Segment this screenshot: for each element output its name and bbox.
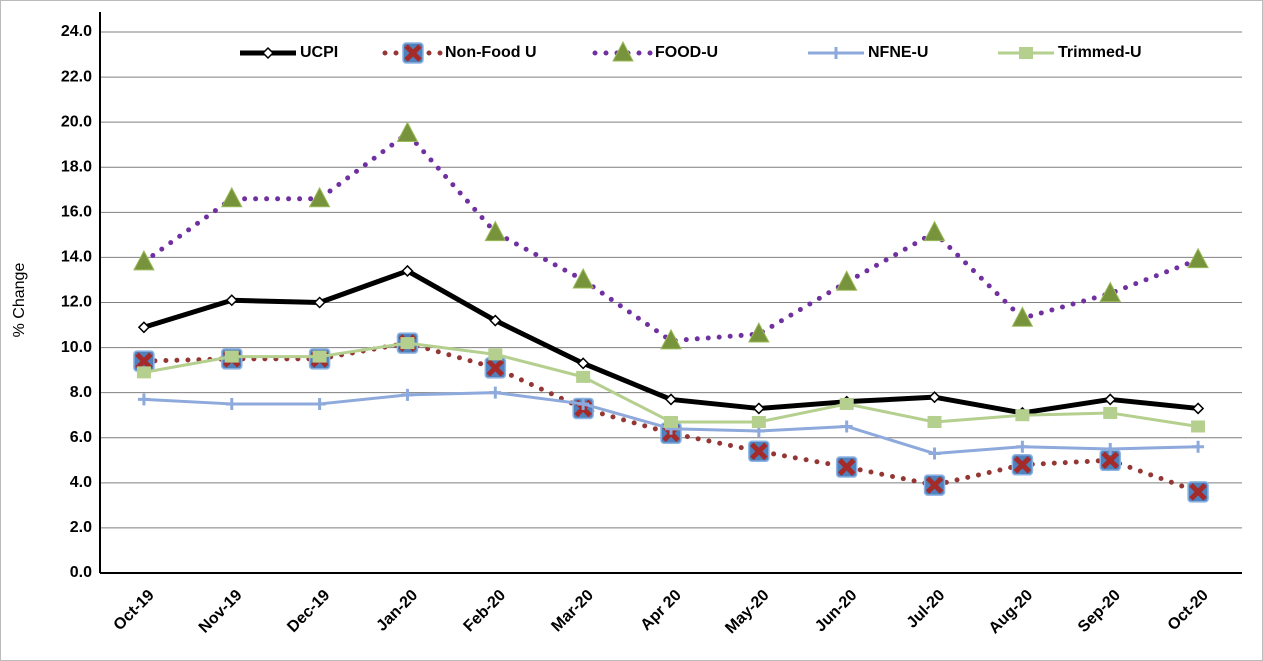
marker bbox=[312, 350, 327, 363]
marker bbox=[835, 270, 858, 291]
marker bbox=[224, 350, 239, 363]
y-tick-label: 6.0 bbox=[70, 429, 92, 446]
y-tick-label: 22.0 bbox=[61, 68, 92, 85]
marker bbox=[1099, 449, 1121, 472]
y-tick-label: 24.0 bbox=[61, 23, 92, 40]
y-tick-label: 18.0 bbox=[61, 158, 92, 175]
marker bbox=[830, 47, 842, 59]
marker bbox=[220, 186, 243, 208]
marker bbox=[576, 370, 591, 383]
marker bbox=[1192, 402, 1205, 415]
marker bbox=[136, 366, 151, 379]
marker bbox=[308, 186, 331, 208]
marker bbox=[1015, 409, 1030, 422]
y-axis-label: % Change bbox=[11, 263, 28, 338]
marker bbox=[484, 357, 507, 379]
marker bbox=[1099, 281, 1122, 302]
marker bbox=[923, 220, 946, 242]
marker bbox=[489, 314, 502, 327]
marker-x bbox=[404, 44, 422, 62]
marker bbox=[752, 402, 765, 415]
marker bbox=[1192, 440, 1205, 453]
marker bbox=[1187, 481, 1209, 503]
legend-label: FOOD-U bbox=[655, 44, 718, 61]
marker bbox=[927, 415, 942, 428]
y-tick-label: 8.0 bbox=[70, 384, 92, 401]
series bbox=[133, 121, 1209, 350]
y-tick-label: 4.0 bbox=[70, 474, 92, 491]
marker bbox=[835, 456, 858, 478]
marker bbox=[1103, 406, 1118, 419]
marker bbox=[1011, 454, 1034, 476]
marker-x bbox=[135, 352, 153, 370]
marker bbox=[748, 321, 770, 343]
series bbox=[136, 337, 1206, 433]
marker bbox=[225, 294, 238, 307]
series bbox=[137, 386, 1205, 460]
legend-label: Non-Food U bbox=[445, 44, 537, 61]
marker bbox=[133, 350, 155, 372]
marker-x bbox=[1101, 451, 1119, 470]
marker bbox=[313, 296, 326, 309]
marker bbox=[1104, 393, 1117, 406]
marker bbox=[489, 386, 502, 399]
y-tick-label: 20.0 bbox=[61, 113, 92, 130]
marker bbox=[261, 46, 275, 60]
marker bbox=[840, 420, 853, 433]
y-tick-label: 12.0 bbox=[61, 294, 92, 311]
y-tick-label: 2.0 bbox=[70, 519, 92, 536]
marker bbox=[313, 397, 326, 410]
marker bbox=[928, 391, 941, 404]
marker bbox=[923, 474, 946, 496]
marker-x bbox=[1013, 456, 1032, 474]
marker bbox=[401, 388, 414, 401]
marker bbox=[577, 397, 590, 410]
legend-label: UCPI bbox=[300, 44, 338, 61]
marker bbox=[572, 267, 594, 289]
legend-label: Trimmed-U bbox=[1058, 44, 1142, 61]
marker bbox=[1019, 47, 1033, 59]
y-tick-label: 10.0 bbox=[61, 339, 92, 356]
marker-x bbox=[837, 458, 856, 476]
marker bbox=[751, 415, 766, 428]
marker bbox=[577, 357, 590, 370]
marker bbox=[748, 440, 770, 463]
marker bbox=[1187, 247, 1209, 269]
marker bbox=[664, 393, 678, 406]
legend-label: NFNE-U bbox=[868, 44, 928, 61]
marker bbox=[1104, 443, 1117, 456]
marker bbox=[133, 249, 155, 271]
marker bbox=[396, 121, 419, 142]
marker bbox=[488, 348, 503, 361]
marker-x bbox=[925, 476, 944, 494]
marker bbox=[612, 40, 634, 62]
marker-x bbox=[750, 442, 768, 461]
y-tick-label: 16.0 bbox=[61, 204, 92, 221]
y-tick-label: 0.0 bbox=[70, 564, 92, 581]
marker bbox=[137, 393, 150, 406]
marker-x bbox=[1189, 483, 1207, 501]
marker bbox=[484, 220, 507, 242]
marker bbox=[664, 415, 678, 428]
marker bbox=[1011, 306, 1034, 327]
marker bbox=[839, 397, 854, 410]
marker bbox=[137, 321, 150, 334]
marker bbox=[225, 397, 238, 410]
marker bbox=[1191, 420, 1206, 433]
y-tick-label: 14.0 bbox=[61, 249, 92, 266]
marker bbox=[402, 42, 424, 64]
marker-x bbox=[486, 359, 505, 377]
marker bbox=[660, 328, 682, 350]
marker bbox=[1016, 440, 1029, 453]
marker bbox=[400, 337, 415, 350]
marker bbox=[401, 264, 414, 278]
marker bbox=[928, 447, 941, 460]
